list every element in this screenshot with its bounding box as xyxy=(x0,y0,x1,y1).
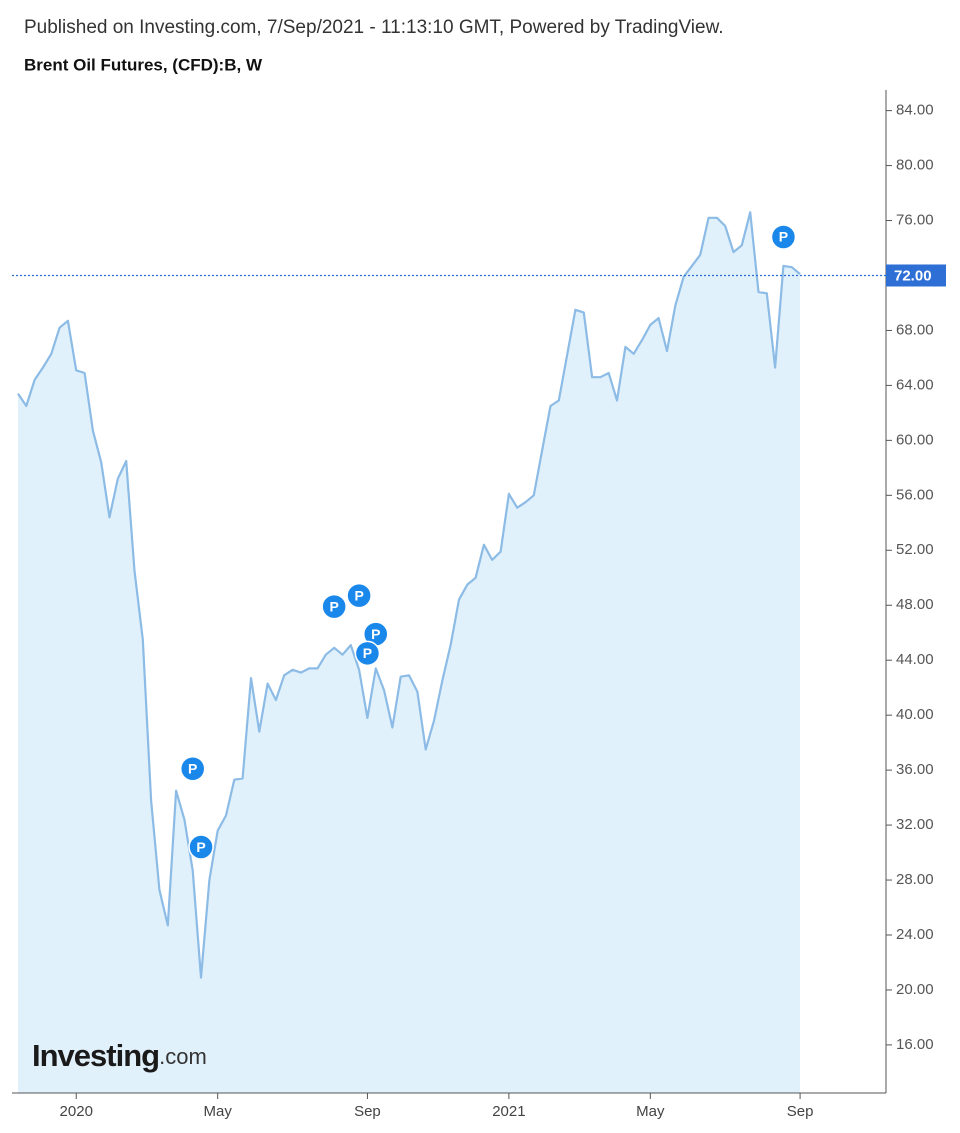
y-tick-label: 68.00 xyxy=(896,321,934,338)
event-marker xyxy=(179,755,206,782)
y-tick-label: 44.00 xyxy=(896,651,934,668)
event-label: P xyxy=(196,839,205,855)
x-tick-label: 2021 xyxy=(492,1103,525,1120)
y-tick-label: 28.00 xyxy=(896,871,934,888)
y-tick-label: 80.00 xyxy=(896,157,934,174)
chart-title: Brent Oil Futures, (CFD):B, W xyxy=(24,55,263,74)
event-label: P xyxy=(779,229,788,245)
x-tick-label: 2020 xyxy=(60,1103,93,1120)
y-tick-label: 32.00 xyxy=(896,816,934,833)
event-label: P xyxy=(329,598,338,614)
watermark-brand: Investing xyxy=(32,1038,159,1073)
y-tick-label: 52.00 xyxy=(896,541,934,558)
event-marker xyxy=(321,593,347,620)
y-tick-label: 40.00 xyxy=(896,706,934,723)
event-marker xyxy=(346,582,372,609)
y-tick-label: 56.00 xyxy=(896,486,934,503)
x-tick-label: May xyxy=(204,1103,233,1120)
x-tick-label: May xyxy=(636,1103,665,1120)
area-fill xyxy=(18,212,801,1094)
event-label: P xyxy=(354,587,363,603)
last-price-badge xyxy=(886,264,946,287)
x-tick-label: Sep xyxy=(787,1103,814,1120)
event-label: P xyxy=(188,760,197,776)
watermark: Investing.com xyxy=(32,1038,207,1073)
y-tick-label: 84.00 xyxy=(896,102,934,119)
y-tick-label: 60.00 xyxy=(896,431,934,448)
last-price-label: 72.00 xyxy=(894,267,932,284)
chart-subtitle: Published on Investing.com, 7/Sep/2021 -… xyxy=(24,17,724,38)
y-tick-label: 48.00 xyxy=(896,596,934,613)
event-marker xyxy=(188,834,214,860)
event-label: P xyxy=(363,645,372,661)
price-line xyxy=(17,211,801,979)
y-tick-label: 16.00 xyxy=(896,1036,934,1053)
event-marker xyxy=(770,224,797,250)
event-label: P xyxy=(371,626,380,642)
event-marker xyxy=(354,640,381,667)
y-tick-label: 20.00 xyxy=(896,981,934,998)
y-tick-label: 76.00 xyxy=(896,211,934,228)
y-tick-label: 36.00 xyxy=(896,761,934,778)
y-tick-label: 24.00 xyxy=(896,926,934,943)
x-tick-label: Sep xyxy=(354,1103,381,1120)
watermark-suffix: .com xyxy=(159,1044,207,1069)
y-tick-label: 64.00 xyxy=(896,376,934,393)
